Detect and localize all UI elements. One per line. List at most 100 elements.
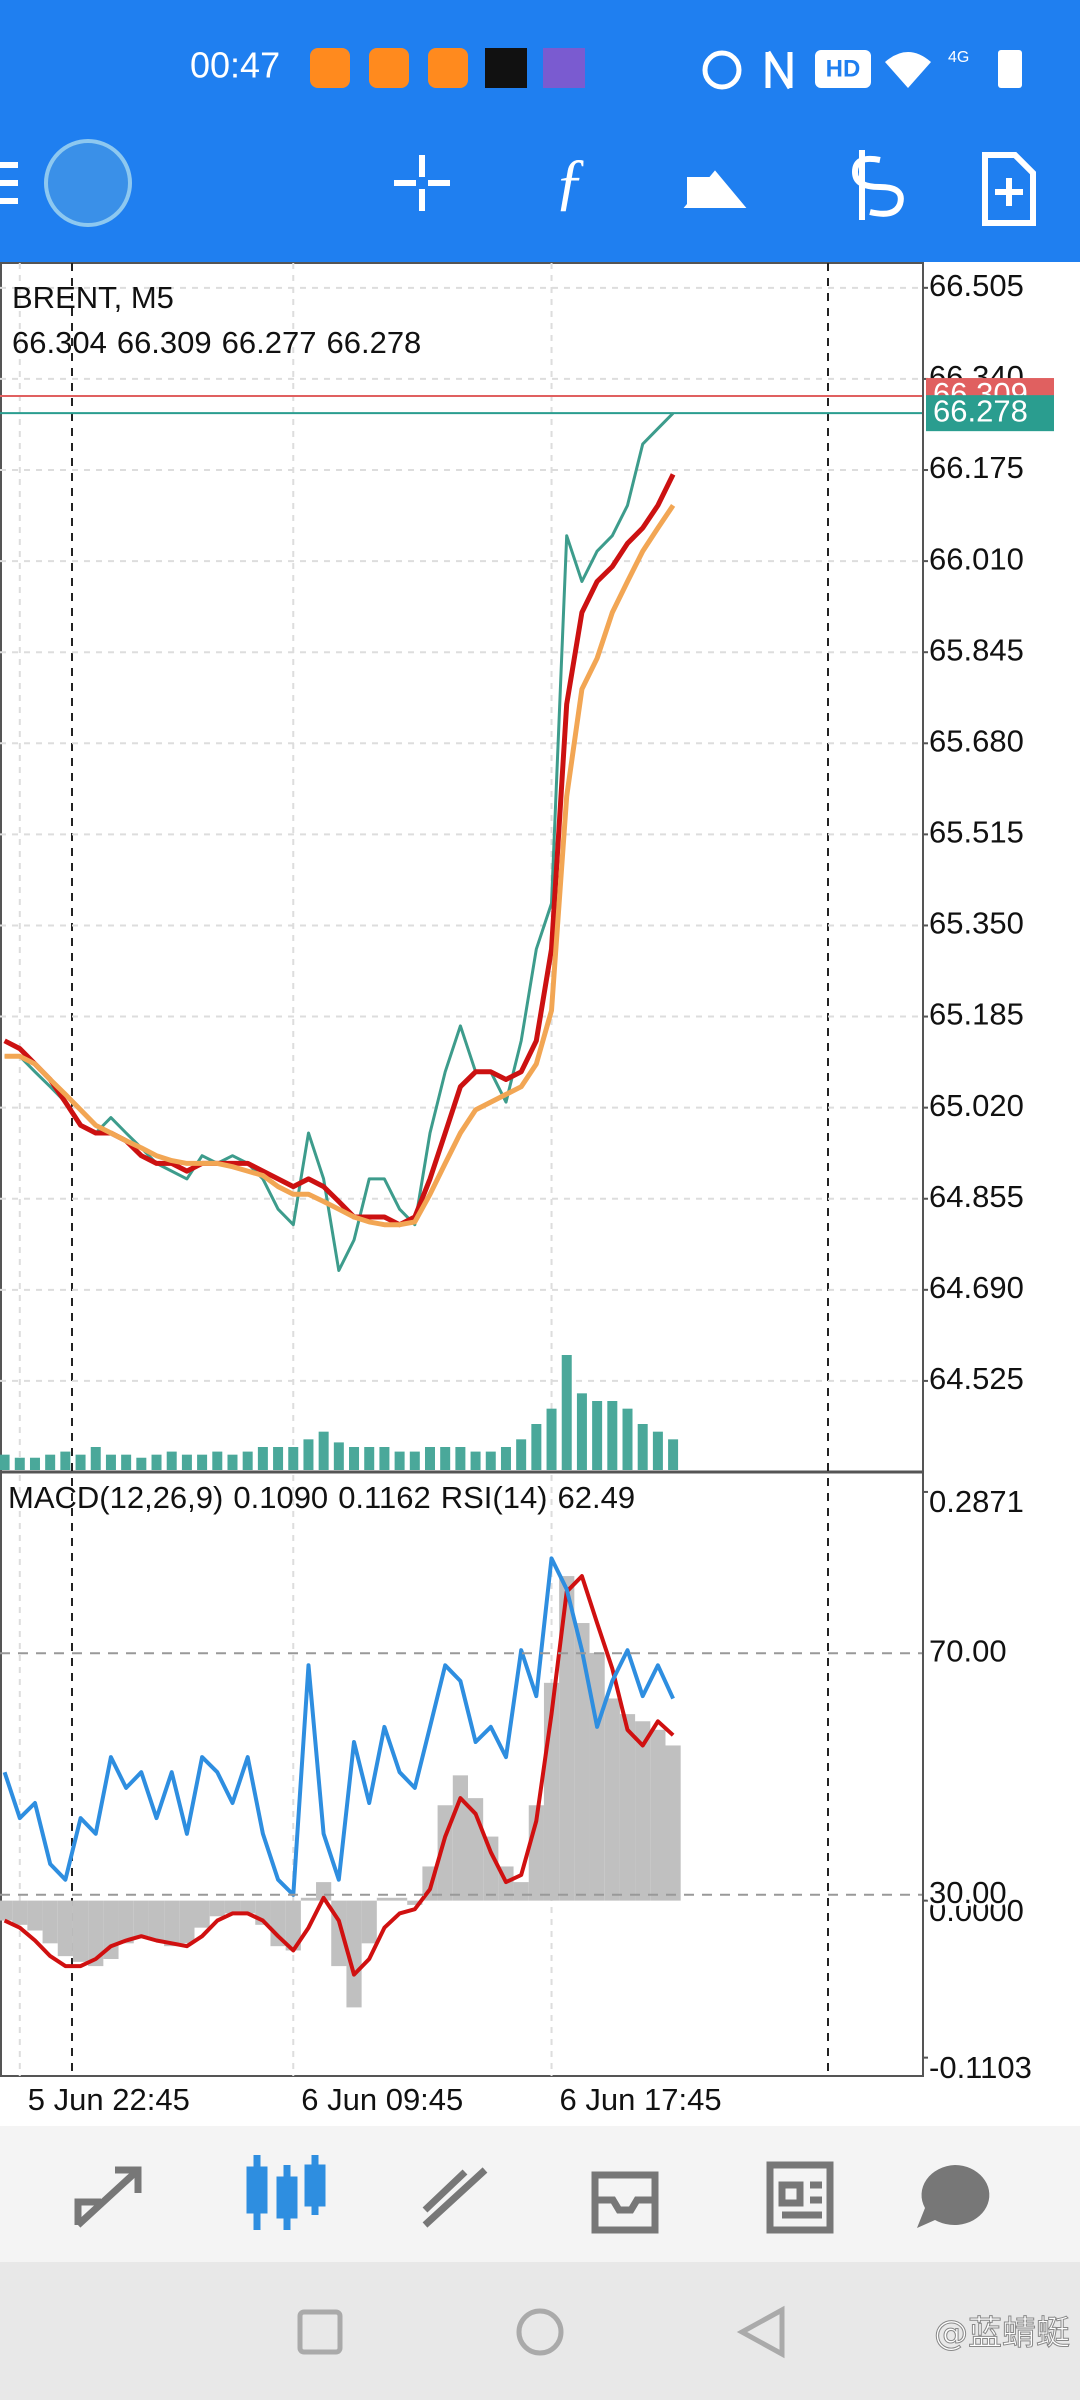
objects-button[interactable] xyxy=(683,170,747,208)
macd-bar xyxy=(574,1623,590,1901)
volume-bar xyxy=(576,1393,587,1470)
volume-bar xyxy=(652,1431,663,1470)
y-tick-label: 65.515 xyxy=(929,815,1024,850)
y-tick-label: 64.525 xyxy=(929,1361,1024,1396)
macd-bar xyxy=(88,1900,104,1967)
volume-bar xyxy=(14,1457,25,1470)
clock: 00:47 xyxy=(190,45,280,86)
volume-bar xyxy=(75,1454,86,1470)
volume-bar xyxy=(29,1457,40,1470)
volume-bar xyxy=(212,1451,223,1470)
macd-bar xyxy=(133,1900,149,1937)
indicator-readout: MACD(12,26,9) 0.1090 0.1162 RSI(14) 62.49 xyxy=(8,1480,635,1515)
volume-bar xyxy=(242,1451,253,1470)
y2-tick-label: 30.00 xyxy=(929,1875,1007,1910)
quotes-tab[interactable] xyxy=(74,2166,142,2228)
volume-bar xyxy=(121,1454,132,1470)
bid-tag xyxy=(926,395,1054,432)
trade-tab[interactable] xyxy=(422,2167,488,2228)
volume-bar xyxy=(500,1447,511,1470)
menu-button[interactable] xyxy=(0,162,18,204)
macd-bar xyxy=(179,1900,195,1944)
y-tick-label: -0.1103 xyxy=(929,2050,1032,2085)
volume-bar xyxy=(105,1454,116,1470)
macd-bar xyxy=(209,1900,225,1917)
macd-bar xyxy=(0,1900,13,1921)
ohlc-value: 66.278 xyxy=(326,325,421,360)
back-button[interactable] xyxy=(736,2305,785,2359)
ohlc-readout: 66.304 66.309 66.277 66.278 xyxy=(12,325,421,360)
macd-bar xyxy=(148,1900,165,1941)
ohlc-value: 66.304 xyxy=(12,325,107,360)
news-tab[interactable] xyxy=(766,2161,834,2234)
volume-bar xyxy=(637,1424,648,1470)
logo xyxy=(44,139,132,227)
macd-bar xyxy=(12,1900,28,1925)
chart-title: BRENT, M5 xyxy=(12,280,174,315)
chart-tab[interactable] xyxy=(246,2155,326,2230)
network-label: 4G xyxy=(948,49,969,66)
macd-bar xyxy=(224,1900,241,1914)
series-line xyxy=(3,1574,675,1977)
indicator-value: 62.49 xyxy=(558,1480,636,1515)
volume-bar xyxy=(136,1457,147,1470)
y-tick-label: 0.2871 xyxy=(929,1484,1024,1519)
macd-bar xyxy=(559,1576,575,1901)
crosshair-button[interactable] xyxy=(394,155,450,211)
recents-button[interactable] xyxy=(297,2309,343,2355)
macd-bar xyxy=(240,1900,256,1914)
app-header xyxy=(0,0,1080,262)
volume-bar xyxy=(592,1401,603,1470)
macd-bar xyxy=(72,1900,89,1962)
macd-bar xyxy=(513,1882,529,1901)
volume-bar xyxy=(394,1451,405,1470)
indicators-button[interactable]: ƒ xyxy=(554,146,586,217)
messages-tab[interactable] xyxy=(917,2165,990,2228)
volume-bar xyxy=(607,1401,618,1470)
system-icons xyxy=(702,50,793,90)
y-tick-label: 65.020 xyxy=(929,1088,1024,1123)
indicator-value: 0.1090 xyxy=(233,1480,328,1515)
plot xyxy=(0,263,928,2076)
volume-bar xyxy=(90,1447,101,1470)
volume-bar xyxy=(288,1447,299,1470)
wifi-icon xyxy=(885,52,931,88)
volume-bar xyxy=(181,1454,192,1470)
volume-bar xyxy=(668,1439,679,1470)
template-button[interactable] xyxy=(982,152,1036,226)
macd-bar xyxy=(194,1900,210,1928)
bid-tag-label: 66.278 xyxy=(933,393,1028,428)
volume-bar xyxy=(516,1439,527,1470)
history-tab[interactable] xyxy=(591,2171,659,2234)
series-line xyxy=(4,412,675,1272)
volume-bar xyxy=(227,1454,238,1470)
volume-bar xyxy=(318,1431,329,1470)
ohlc-value: 66.309 xyxy=(117,325,212,360)
macd-bar xyxy=(316,1882,332,1901)
y-tick-label: 64.690 xyxy=(929,1270,1024,1305)
home-button[interactable] xyxy=(516,2308,564,2356)
volume-bar xyxy=(409,1451,420,1470)
macd-bar xyxy=(635,1721,651,1901)
indicator-value: RSI(14) xyxy=(441,1480,548,1515)
volume-bar xyxy=(531,1424,542,1470)
y-tick-label: 65.845 xyxy=(929,632,1024,667)
x-tick-label: 5 Jun 22:45 xyxy=(28,2082,190,2117)
macd-bar xyxy=(118,1900,134,1944)
macd-bar xyxy=(619,1714,636,1901)
notification-icons xyxy=(310,48,585,88)
series-line xyxy=(2,1556,675,1897)
macd-bar xyxy=(407,1900,423,1905)
y-tick-label: 66.175 xyxy=(929,450,1024,485)
y2-tick-label: 70.00 xyxy=(929,1633,1007,1668)
volume-bar xyxy=(45,1454,56,1470)
y-tick-label: 65.185 xyxy=(929,997,1024,1032)
x-tick-label: 6 Jun 09:45 xyxy=(301,2082,463,2117)
volume-bar xyxy=(485,1451,496,1470)
macd-bar xyxy=(361,1900,377,1944)
chart-frame xyxy=(0,262,924,2077)
volume-bar xyxy=(303,1439,314,1470)
nav-bar xyxy=(0,2262,1080,2400)
trade-button[interactable] xyxy=(851,150,904,220)
hd-badge xyxy=(815,50,871,88)
